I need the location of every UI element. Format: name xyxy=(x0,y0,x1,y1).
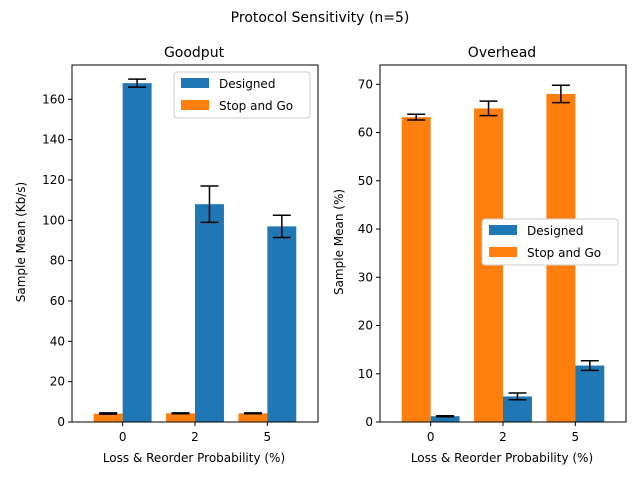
y-tick-label: 20 xyxy=(358,319,373,333)
y-tick-label: 10 xyxy=(358,367,373,381)
x-tick-label: 0 xyxy=(427,430,435,444)
legend-swatch-stopgo xyxy=(181,100,209,110)
y-tick-label: 30 xyxy=(358,270,373,284)
y-tick-label: 0 xyxy=(57,415,65,429)
y-tick-label: 50 xyxy=(358,174,373,188)
y-tick-label: 120 xyxy=(42,173,65,187)
bar-designed-2 xyxy=(503,396,532,422)
goodput-xlabel: Loss & Reorder Probability (%) xyxy=(103,451,285,465)
overhead-xlabel: Loss & Reorder Probability (%) xyxy=(411,451,593,465)
y-tick-label: 100 xyxy=(42,213,65,227)
overhead-legend: Designed Stop and Go xyxy=(481,218,619,266)
legend-label-designed: Designed xyxy=(219,77,275,91)
goodput-ylabel: Sample Mean (Kb/s) xyxy=(14,182,28,302)
y-tick-label: 20 xyxy=(50,375,65,389)
overhead-ylabel: Sample Mean (%) xyxy=(332,189,346,295)
bar-designed-2 xyxy=(195,204,224,422)
x-tick-label: 5 xyxy=(572,430,580,444)
bar-designed-5 xyxy=(575,365,605,422)
legend-swatch-designed xyxy=(489,225,517,235)
y-tick-label: 0 xyxy=(365,415,373,429)
bar-designed-0 xyxy=(430,416,460,422)
bar-designed-0 xyxy=(122,83,152,423)
y-tick-label: 40 xyxy=(358,222,373,236)
x-tick-label: 2 xyxy=(499,430,507,444)
y-tick-label: 40 xyxy=(50,334,65,348)
legend-label-designed: Designed xyxy=(527,224,583,238)
legend-label-stopgo: Stop and Go xyxy=(527,246,601,260)
goodput-plot: 0 20 40 60 80 100 120 140 160 0 2 5 xyxy=(42,64,319,444)
x-tick-label: 5 xyxy=(264,430,272,444)
goodput-title: Goodput xyxy=(164,45,225,61)
x-tick-label: 0 xyxy=(119,430,127,444)
bar-stopgo-5 xyxy=(238,413,268,422)
overhead-panel: Overhead Loss & Reorder Probability (%) … xyxy=(332,45,627,465)
y-tick-label: 160 xyxy=(42,92,65,106)
y-tick-label: 60 xyxy=(50,294,65,308)
overhead-plot: 0 10 20 30 40 50 60 70 0 2 5 xyxy=(358,64,627,444)
y-tick-label: 80 xyxy=(50,254,65,268)
bar-stopgo-0 xyxy=(93,413,123,422)
x-tick-label: 2 xyxy=(191,430,199,444)
figure-title: Protocol Sensitivity (n=5) xyxy=(231,10,410,26)
y-tick-label: 140 xyxy=(42,133,65,147)
bar-designed-5 xyxy=(267,226,297,422)
legend-swatch-designed xyxy=(181,78,209,88)
y-tick-label: 70 xyxy=(358,77,373,91)
overhead-title: Overhead xyxy=(468,45,536,61)
bar-stopgo-2 xyxy=(166,413,195,422)
y-tick-label: 60 xyxy=(358,126,373,140)
goodput-panel: Goodput Loss & Reorder Probability (%) S… xyxy=(14,45,319,465)
legend-swatch-stopgo xyxy=(489,247,517,257)
bar-stopgo-0 xyxy=(401,117,431,423)
legend-label-stopgo: Stop and Go xyxy=(219,99,293,113)
goodput-legend: Designed Stop and Go xyxy=(173,71,311,119)
